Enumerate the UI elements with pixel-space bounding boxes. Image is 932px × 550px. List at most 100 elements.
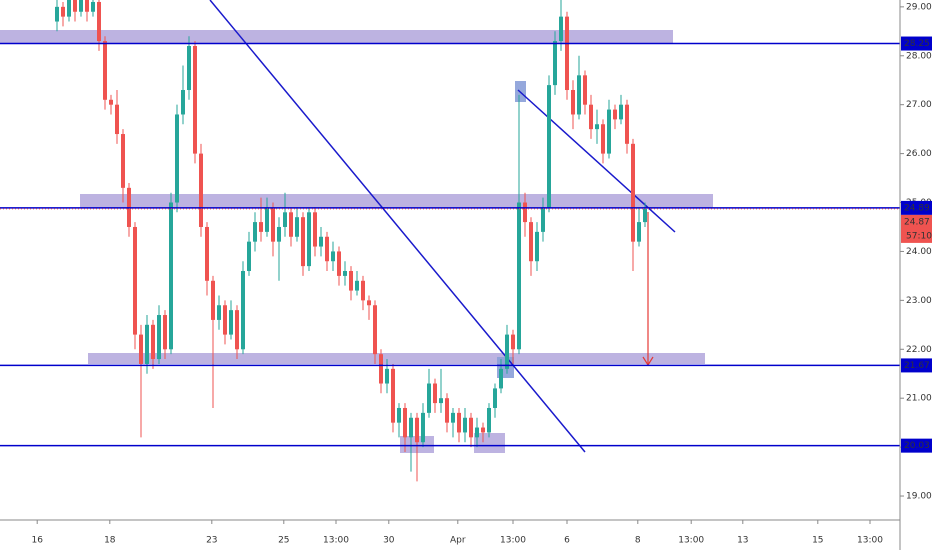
plot [0, 0, 900, 482]
candle-body [79, 0, 83, 12]
candle-body [175, 114, 179, 203]
candle-body [601, 124, 605, 154]
candle-body [373, 305, 377, 355]
candle-body [589, 104, 593, 130]
candle-body [427, 383, 431, 413]
candle-body [391, 368, 395, 423]
x-tick-label: 25 [278, 536, 289, 546]
candle-body [535, 231, 539, 262]
x-tick-label: 15 [812, 536, 823, 546]
candle-body [541, 207, 545, 232]
drawings [0, 0, 713, 453]
level-label: 21.67 [904, 361, 930, 371]
candle-body [415, 417, 419, 443]
candle-body [469, 417, 473, 438]
candle-body [199, 153, 203, 227]
zone [0, 30, 673, 43]
candle-body [421, 412, 425, 443]
zone [88, 353, 705, 364]
x-tick-label: 23 [206, 536, 217, 546]
y-tick-label: 24.00 [906, 247, 932, 257]
level-label-box [901, 358, 932, 373]
candle-body [331, 251, 335, 262]
candle-body [517, 202, 521, 350]
candle-body [565, 16, 569, 91]
candle-body [325, 236, 329, 262]
candle-body [553, 41, 557, 86]
candle-body [115, 104, 119, 135]
candle-body [187, 45, 191, 91]
candle-body [631, 143, 635, 242]
last-price-box [901, 214, 932, 243]
candle-body [283, 212, 287, 227]
candle-body [409, 417, 413, 438]
y-tick-label: 19.00 [906, 492, 932, 502]
candle-body [505, 334, 509, 369]
x-tick-label: 13:00 [500, 536, 526, 546]
candle-body [403, 407, 407, 438]
candle-body [211, 280, 215, 320]
x-tick-label: 13:00 [678, 536, 704, 546]
candle-body [319, 236, 323, 247]
candle-body [481, 427, 485, 433]
x-tick-label: 8 [635, 536, 641, 546]
x-tick-label: 6 [564, 536, 570, 546]
candle-body [337, 251, 341, 276]
candle-body [439, 398, 443, 404]
candle-body [85, 0, 89, 12]
y-tick-label: 28.00 [906, 51, 932, 61]
level-label-box [901, 36, 932, 51]
candle-body [181, 90, 185, 115]
candle-body [139, 334, 143, 364]
candle-body [583, 75, 587, 105]
candle-body [277, 226, 281, 242]
candle-body [193, 45, 197, 154]
candle-body [577, 75, 581, 115]
candle-body [499, 368, 503, 389]
candle-body [133, 226, 137, 335]
candle-body [253, 222, 257, 242]
candle-body [475, 427, 479, 438]
candle-body [379, 354, 383, 384]
candle-body [457, 412, 461, 433]
zone [474, 433, 505, 453]
candle-body [235, 310, 239, 350]
candle-body [169, 202, 173, 350]
candle-body [595, 124, 599, 130]
candle-body [637, 222, 641, 242]
candle-body [295, 217, 299, 237]
candle-body [271, 207, 275, 242]
candle-body [145, 324, 149, 364]
candle-body [313, 212, 317, 247]
y-tick-label: 21.00 [906, 394, 932, 404]
candle-body [223, 305, 227, 335]
candle-body [367, 300, 371, 306]
x-tick-label: 13:00 [857, 536, 883, 546]
candle-body [613, 109, 617, 120]
candle-body [151, 324, 155, 360]
candle-body [493, 388, 497, 408]
x-tick-label: 16 [31, 536, 43, 546]
candle-body [607, 109, 611, 154]
candle-body [463, 417, 467, 433]
candle-body [625, 104, 629, 144]
y-tick-label: 29.00 [906, 2, 932, 12]
axes: 19.0020.0021.0022.0023.0024.0025.0026.00… [31, 2, 932, 546]
countdown-label: 57:10 [906, 231, 932, 241]
candle-body [547, 85, 551, 208]
candle-body [451, 412, 455, 423]
candle-body [445, 398, 449, 423]
candle-body [61, 6, 65, 17]
candle-body [73, 0, 77, 12]
x-tick-label: 13:00 [323, 536, 349, 546]
level-label-box [901, 438, 932, 453]
candle-body [397, 407, 401, 423]
y-tick-label: 23.00 [906, 296, 932, 306]
level-label: 28.25 [904, 39, 930, 49]
level-label: 24.89 [904, 203, 930, 213]
candle-body [529, 222, 533, 262]
candle-body [289, 212, 293, 237]
candle-body [487, 407, 491, 433]
